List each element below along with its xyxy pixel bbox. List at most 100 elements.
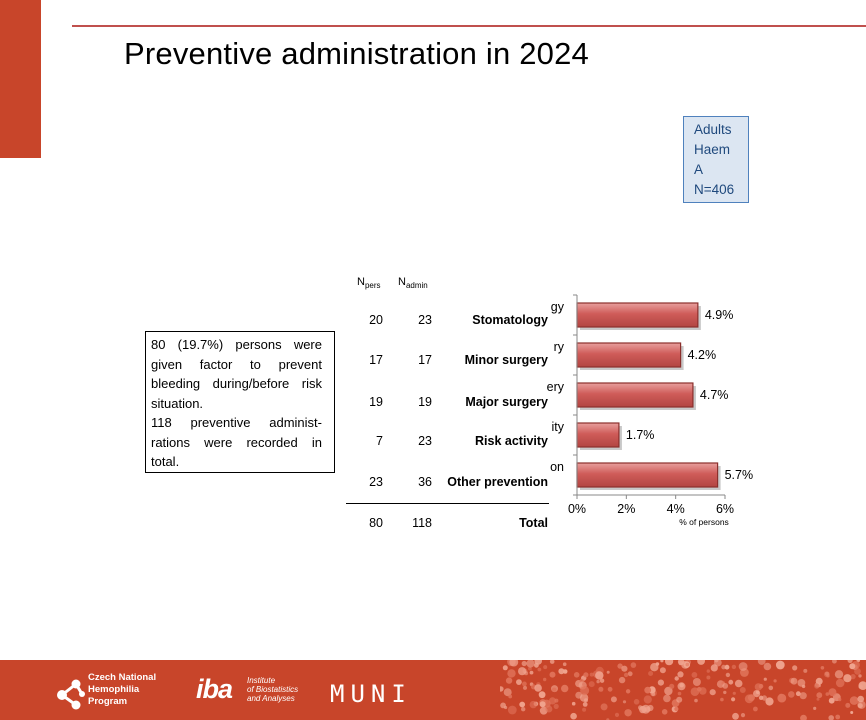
decor-dot [731,664,737,670]
decor-dot [648,671,654,676]
npers-cell: 17 [369,353,383,367]
decor-dot [599,678,605,683]
decor-dot [630,662,637,668]
decor-dot [553,703,559,709]
category-label: Other prevention [447,475,548,489]
decor-dot [815,677,823,685]
decor-dot [660,660,664,663]
dot-map-decoration [500,660,866,720]
decor-dot [661,709,668,715]
cohort-line: A [694,162,704,177]
decor-dot [651,692,656,696]
decor-dot [507,705,517,715]
decor-dot [797,679,806,687]
category-tick-label: ery [547,380,565,394]
decor-dot [545,705,553,713]
decor-dot [659,667,666,674]
decor-dot [834,670,844,679]
czech-hemophilia-logo-icon [57,679,85,710]
decor-dot [657,679,664,686]
decor-dot [724,664,730,670]
decor-dot [507,669,516,678]
category-tick-label: ry [554,340,565,354]
decor-dot [500,686,504,692]
data-label: 4.9% [705,308,734,322]
decor-dot [562,669,568,674]
bar [576,422,620,448]
decor-dot [706,669,710,673]
cohort-line: N=406 [694,182,735,197]
nadmin-cell: 19 [418,395,432,409]
decor-dot [571,701,576,706]
decor-dot [709,689,716,696]
decor-dot [503,688,512,697]
decor-dot [820,666,825,670]
summary-note: 80 (19.7%) persons were given factor to … [145,331,335,473]
decor-dot [674,676,679,681]
decor-dot [674,706,679,712]
decor-dot [549,660,555,664]
decor-dot [765,697,774,706]
decor-dot [738,662,748,671]
decor-dot [614,712,620,717]
decor-dot [573,672,580,678]
bar-chart: gy 4.9% ry 4.2% ery 4.7% ity 1.7% on 5.7% 0% 2% 4% 6%… [547,294,753,527]
decor-dot [758,683,764,689]
decor-dot [728,679,734,685]
decor-dot [677,691,682,696]
left-accent-bar [0,0,41,158]
decor-dot [692,678,701,686]
decor-dot [828,697,835,704]
decor-dot [505,677,513,684]
data-label: 1.7% [626,428,655,442]
decor-dot [606,670,610,674]
npers-cell: 20 [369,313,383,327]
decor-dot [832,660,837,664]
decor-dot [516,679,522,685]
decor-dot [575,691,583,699]
decor-dot [621,665,628,672]
decor-dot [816,692,823,699]
decor-dot [518,667,527,676]
decor-dot [589,672,594,677]
decor-dot [814,683,820,689]
decor-dot [677,671,684,678]
decor-dot [643,695,652,704]
decor-dot [694,698,698,703]
decor-dot [847,660,853,663]
decor-dot [676,696,683,703]
decor-dot [562,662,567,666]
decor-dot [722,683,729,689]
decor-dot [697,660,705,665]
decor-dot [504,705,508,710]
decor-dot [850,674,856,680]
decor-dot [803,668,808,673]
decor-dot [858,681,866,690]
decor-dot [697,687,702,692]
decor-dot [835,678,845,688]
decor-dot [622,700,627,704]
decor-dot [685,662,690,667]
decor-dot [677,660,685,665]
note-line: 118 preventive administ-rations were rec… [151,415,322,469]
decor-dot [509,660,519,667]
decor-dot [502,665,508,671]
decor-dot [790,677,798,685]
decor-dot [763,662,772,671]
npers-cell: 23 [369,475,383,489]
title-rule [72,25,866,27]
cohort-line: Adults [694,122,732,137]
decor-dot [725,672,731,678]
cohort-box: Adults Haem A N=406 [683,116,749,203]
decor-dot [849,696,859,705]
decor-dot [768,685,774,691]
decor-dot [763,677,767,681]
decor-dot [838,697,842,702]
decor-dot [747,694,755,702]
decor-dot [800,714,807,720]
decor-dot [600,703,608,711]
cohort-line: Haem [694,142,731,157]
decor-dot [596,679,600,684]
iba-logo-text: Institute of Biostatistics and Analyses [247,676,299,703]
npers-cell: 19 [369,395,383,409]
